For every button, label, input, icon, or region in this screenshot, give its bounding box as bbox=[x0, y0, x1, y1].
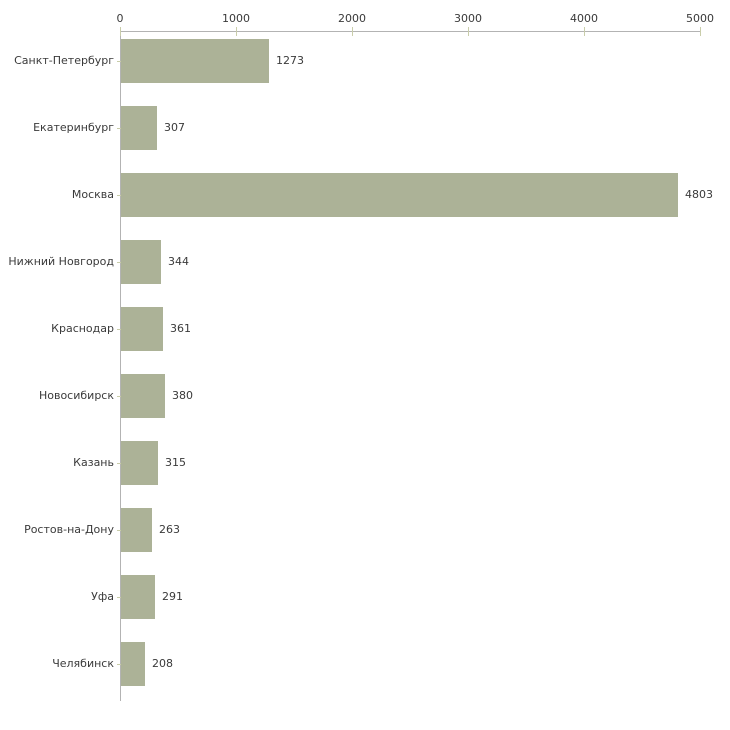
x-tick-mark bbox=[700, 27, 701, 36]
bar-category-label: Ростов-на-Дону bbox=[24, 523, 114, 536]
bar-category-label: Санкт-Петербург bbox=[14, 54, 114, 67]
y-tick-mark bbox=[117, 262, 124, 263]
y-axis-line bbox=[120, 31, 121, 701]
bar bbox=[121, 441, 158, 485]
x-tick-label: 5000 bbox=[686, 12, 714, 25]
bar-category-label: Нижний Новгород bbox=[8, 255, 114, 268]
bar-value-label: 208 bbox=[152, 657, 173, 670]
bar bbox=[121, 642, 145, 686]
x-tick-mark bbox=[120, 27, 121, 36]
y-tick-mark bbox=[117, 329, 124, 330]
bar bbox=[121, 106, 157, 150]
bar-category-label: Екатеринбург bbox=[33, 121, 114, 134]
bar-value-label: 4803 bbox=[685, 188, 713, 201]
x-tick-label: 4000 bbox=[570, 12, 598, 25]
bar-category-label: Новосибирск bbox=[38, 389, 114, 402]
x-tick-mark bbox=[236, 27, 237, 36]
x-tick-label: 3000 bbox=[454, 12, 482, 25]
bar bbox=[121, 374, 165, 418]
bar-category-label: Казань bbox=[73, 456, 114, 469]
y-tick-mark bbox=[117, 61, 124, 62]
y-tick-mark bbox=[117, 396, 124, 397]
x-tick-mark bbox=[352, 27, 353, 36]
x-axis-line bbox=[120, 31, 701, 32]
x-tick-label: 1000 bbox=[222, 12, 250, 25]
bar-category-label: Уфа bbox=[91, 590, 114, 603]
y-tick-mark bbox=[117, 463, 124, 464]
y-tick-mark bbox=[117, 530, 124, 531]
bar bbox=[121, 173, 678, 217]
bar bbox=[121, 39, 269, 83]
bar-category-label: Краснодар bbox=[51, 322, 114, 335]
bar bbox=[121, 307, 163, 351]
bar-value-label: 291 bbox=[162, 590, 183, 603]
x-tick-mark bbox=[468, 27, 469, 36]
y-tick-mark bbox=[117, 597, 124, 598]
y-tick-mark bbox=[117, 128, 124, 129]
bar bbox=[121, 508, 152, 552]
x-tick-label: 0 bbox=[116, 12, 124, 25]
y-tick-mark bbox=[117, 664, 124, 665]
x-tick-label: 2000 bbox=[338, 12, 366, 25]
y-tick-mark bbox=[117, 195, 124, 196]
x-tick-mark bbox=[584, 27, 585, 36]
bar-category-label: Челябинск bbox=[52, 657, 114, 670]
bar-category-label: Москва bbox=[71, 188, 114, 201]
bar-value-label: 263 bbox=[159, 523, 180, 536]
bar-value-label: 344 bbox=[168, 255, 189, 268]
bar-value-label: 361 bbox=[170, 322, 191, 335]
bar bbox=[121, 575, 155, 619]
bar-value-label: 380 bbox=[172, 389, 193, 402]
bar bbox=[121, 240, 161, 284]
bar-value-label: 1273 bbox=[276, 54, 304, 67]
bar-value-label: 307 bbox=[164, 121, 185, 134]
bar-value-label: 315 bbox=[165, 456, 186, 469]
